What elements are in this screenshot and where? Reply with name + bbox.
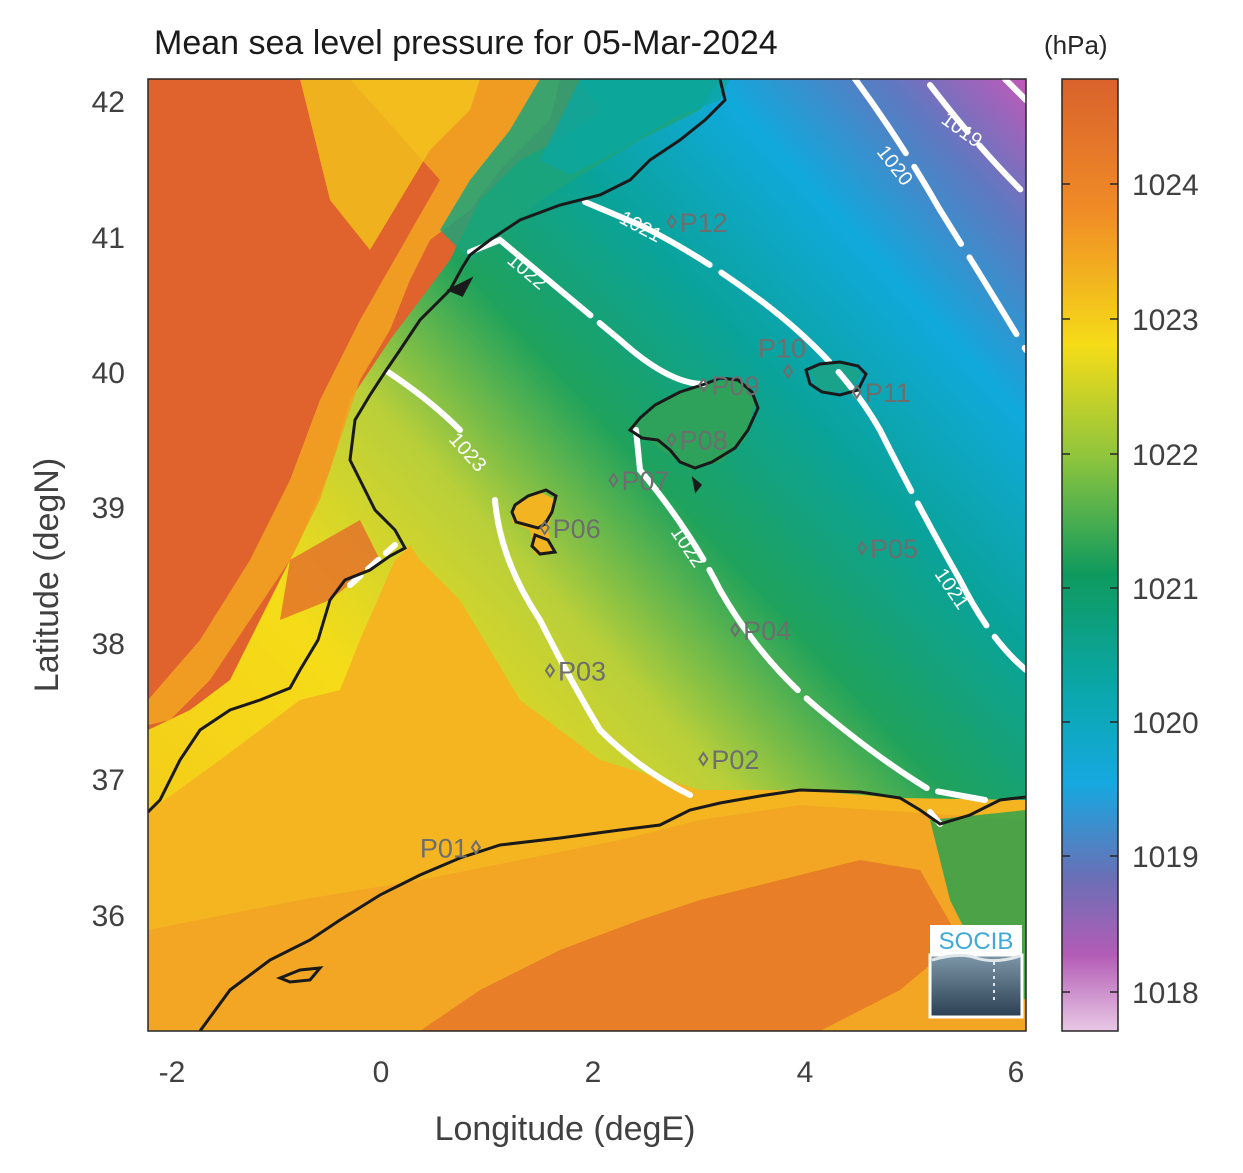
- x-tick: -2: [159, 1056, 186, 1089]
- colorbar-tick: 1021: [1132, 573, 1199, 606]
- station-marker-p12: [666, 213, 677, 230]
- station-marker-p03: [544, 662, 556, 679]
- station-label-p01: P01: [420, 833, 468, 863]
- coastlines: [148, 79, 1026, 1031]
- station-label-p08: P08: [680, 425, 728, 455]
- station-label-p10: P10: [758, 333, 806, 363]
- x-tick: 2: [585, 1056, 602, 1089]
- colorbar-tick: 1019: [1132, 841, 1199, 874]
- colorbar-unit: (hPa): [1044, 30, 1108, 60]
- station-label-p09: P09: [711, 371, 759, 401]
- menorca-coast: [804, 360, 868, 397]
- colorbar-tick: 1023: [1132, 304, 1199, 337]
- y-axis: 42 41 40 39 38 37 36 Latitude (degN): [28, 86, 125, 933]
- station-marker-p04: [729, 621, 741, 638]
- colorbar-tick: 1024: [1132, 169, 1199, 202]
- station-marker-p07: [608, 472, 619, 489]
- africa-coast: [198, 788, 1026, 1031]
- isobar-1020: [852, 79, 1026, 353]
- y-tick: 36: [92, 900, 125, 933]
- colorbar-scale: [1061, 78, 1119, 1032]
- isobar-1023: [385, 369, 693, 798]
- ebro-delta: [446, 276, 474, 297]
- x-axis: -2 0 2 4 6 Longitude (degE): [159, 1056, 1025, 1148]
- station-marker-p09: [698, 377, 709, 393]
- station-label-p07: P07: [621, 466, 669, 496]
- station-marker-p11: [851, 383, 862, 400]
- station-marker-p01: [470, 839, 482, 856]
- stations: P01 P02 P03 P04 P05 P06 P07 P08 P09 P10 P11 P12: [420, 208, 918, 864]
- x-axis-label: Longitude (degE): [435, 1110, 696, 1148]
- station-label-p12: P12: [680, 208, 728, 238]
- y-tick: 41: [92, 222, 125, 255]
- colorbar-tick: 1022: [1132, 439, 1199, 472]
- isobars: [347, 79, 1026, 827]
- isobar-1019-b: [1002, 79, 1026, 103]
- formentera-coast: [530, 533, 558, 556]
- y-tick: 40: [92, 357, 125, 390]
- cabrera: [691, 476, 703, 494]
- x-tick: 6: [1008, 1056, 1025, 1089]
- station-marker-p08: [666, 431, 677, 448]
- y-tick: 38: [92, 628, 125, 661]
- logo-text: SOCIB: [939, 928, 1014, 955]
- iberia-coast: [148, 79, 727, 814]
- station-label-p04: P04: [743, 616, 791, 646]
- colorbar: 1024 1023 1022 1021 1020 1019 1018: [1061, 78, 1199, 1032]
- alboran-island: [275, 966, 324, 984]
- colorbar-tick: 1018: [1132, 977, 1199, 1010]
- plot-frame: [147, 78, 1027, 1032]
- ibiza-coast: [510, 488, 558, 530]
- isobar-1019: [927, 82, 1026, 198]
- station-label-p11: P11: [865, 378, 911, 408]
- station-label-p03: P03: [558, 657, 606, 687]
- y-tick: 37: [92, 764, 125, 797]
- x-tick: 0: [373, 1056, 390, 1089]
- colorbar-tick: 1020: [1132, 707, 1199, 740]
- station-label-p02: P02: [711, 745, 759, 775]
- station-label-p05: P05: [870, 534, 918, 564]
- station-marker-p10: [782, 363, 794, 380]
- y-tick: 42: [92, 86, 125, 119]
- socib-logo: SOCIB: [928, 925, 1024, 1019]
- x-tick: 4: [797, 1056, 814, 1089]
- station-label-p06: P06: [553, 514, 601, 544]
- y-tick: 39: [92, 492, 125, 525]
- station-marker-p02: [698, 751, 709, 767]
- isobar-1021: [582, 199, 1026, 673]
- page-title: Mean sea level pressure for 05-Mar-2024: [154, 24, 778, 62]
- station-marker-p06: [539, 519, 550, 536]
- station-marker-p05: [856, 540, 868, 557]
- mallorca-coast: [627, 376, 760, 470]
- pressure-field: [148, 79, 1026, 1031]
- y-axis-label: Latitude (degN): [28, 458, 66, 692]
